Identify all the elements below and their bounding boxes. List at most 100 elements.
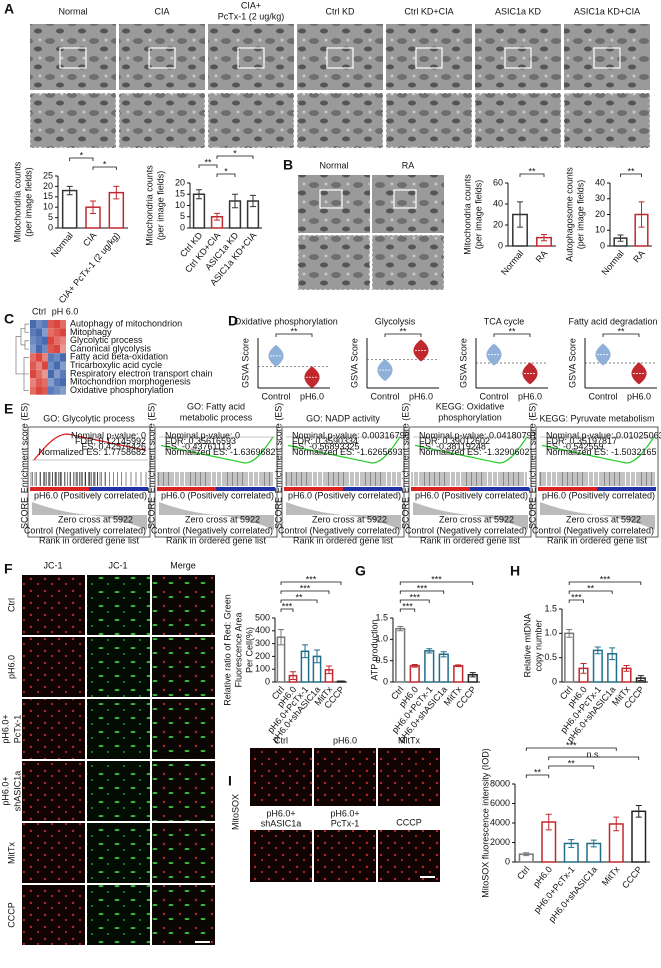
significance-label: **	[587, 583, 595, 593]
gsea-xlabel: Rank in ordered gene list	[166, 535, 267, 545]
chart-title: Oxidative phosphorylation	[234, 316, 338, 326]
panel-letter: A	[4, 1, 14, 17]
gsea-ylabel: Enrichment score (ES)	[146, 403, 156, 494]
row-label: pH6.0	[6, 655, 16, 679]
rank-bar-neg	[470, 487, 529, 491]
error-bar	[250, 194, 256, 208]
gsea-neg: Control (Negatively correlated)	[151, 525, 273, 535]
fluorescence-image	[314, 748, 376, 806]
image-label: Normal	[319, 160, 348, 170]
y-tick-label: 60	[493, 177, 503, 187]
significance-label: ***	[417, 583, 428, 593]
panel-letter: B	[283, 157, 293, 173]
x-tick-label: RA	[631, 248, 647, 264]
y-tick-label: 100	[255, 664, 270, 674]
gsea-stat: Normalized ES: -1.3290602	[419, 447, 530, 457]
error-bar	[617, 234, 624, 242]
image-label: shASIC1a	[261, 818, 302, 828]
gsea-pos: pH6.0 (Positively correlated)	[542, 490, 655, 500]
heatmap-cell	[42, 378, 48, 387]
heatmap-cell	[42, 353, 48, 362]
y-tick-label: 6000	[490, 798, 510, 808]
image-label: ASIC1a KD+CIA	[574, 6, 640, 16]
y-axis-label: GSVA Score	[567, 338, 577, 388]
heatmap-cell	[54, 328, 60, 337]
gsea-ylabel: Enrichment score (ES)	[527, 403, 537, 494]
significance-bracket	[399, 581, 474, 585]
x-tick-label: Control	[479, 391, 508, 401]
y-tick-label: 1.5	[544, 603, 557, 613]
gsea-xlabel: Rank in ordered gene list	[39, 535, 140, 545]
heatmap-cell	[60, 320, 66, 329]
heatmap-cell	[42, 328, 48, 337]
error-bar	[545, 813, 552, 831]
gsea-stat: FDR: 0.35197817	[546, 436, 617, 446]
rank-metric	[159, 502, 274, 530]
image-label: Ctrl KD	[326, 6, 356, 16]
fluorescence-image	[152, 761, 215, 821]
gsea-stat: Nominal p-value: 0.003167969	[292, 430, 415, 440]
fluorescence-image	[152, 823, 215, 883]
gsea-score: SCORE	[146, 497, 156, 529]
gsea-stat: ES: -0.38119248	[419, 441, 486, 451]
y-tick-label: 400	[255, 625, 270, 635]
significance-label: **	[534, 767, 542, 777]
row-label: Respiratory electron transport chain	[70, 368, 213, 378]
y-axis-label: Per Cell(%)	[244, 627, 254, 673]
gsea-title: KEGG: Pyruvate metabolism	[539, 413, 654, 423]
row-label: PcTx-1	[12, 715, 22, 744]
image-label: CIA	[154, 6, 169, 16]
y-tick-label: 5	[180, 211, 185, 221]
x-tick-label: Control	[588, 391, 617, 401]
heatmap-cell	[54, 369, 60, 379]
zoom-box	[59, 47, 87, 69]
error-bar	[411, 664, 418, 668]
significance-bracket	[620, 173, 642, 177]
error-bar	[66, 185, 73, 196]
panel-letter: C	[4, 311, 14, 327]
bar	[61, 189, 78, 229]
heatmap-cell	[36, 344, 42, 354]
error-bar	[440, 651, 447, 658]
gsea-zero: Zero cross at 5922	[439, 514, 514, 524]
zoom-box	[504, 47, 532, 69]
bar	[424, 650, 435, 683]
fluorescence-image	[87, 885, 150, 945]
zoom-box	[393, 189, 417, 209]
heatmap-cell	[36, 336, 42, 345]
fluorescence-image	[22, 885, 85, 945]
gsea-stat: FDR: 0.12145992	[75, 436, 146, 446]
heatmap-cell	[36, 328, 42, 337]
rank-bar-pos	[157, 487, 216, 491]
x-tick-label: CIA	[81, 230, 98, 248]
significance-bracket	[216, 155, 254, 159]
x-tick-label: Normal	[499, 248, 525, 277]
rank-metric	[540, 502, 655, 530]
x-tick-label: RA	[534, 248, 550, 264]
tem-image	[298, 175, 370, 233]
y-tick-label: 300	[255, 638, 270, 648]
significance-bracket	[275, 333, 313, 337]
dendrogram	[15, 323, 29, 391]
y-tick-label: 5	[48, 212, 53, 222]
significance-label: ***	[402, 601, 413, 611]
significance-bracket	[519, 173, 545, 177]
gsea-stat: Normalized ES: 1.7758682	[38, 447, 146, 457]
tem-image	[119, 24, 205, 90]
error-bar	[638, 201, 645, 228]
x-tick-label: Control	[370, 391, 399, 401]
y-axis-label: Fluorescence Area	[233, 612, 243, 687]
error-bar	[609, 647, 616, 661]
y-tick-label: 20	[43, 181, 53, 191]
y-tick-label: 0.5	[375, 655, 388, 665]
panel-letter: D	[228, 313, 238, 329]
rank-bar-neg	[343, 487, 402, 491]
y-tick-label: 40	[595, 177, 605, 187]
image-label: PcTx-1 (2 ug/kg)	[218, 11, 285, 21]
image-label: PcTx-1	[331, 818, 360, 828]
significance-bracket	[602, 333, 640, 337]
image-label: Ctrl KD+CIA	[404, 6, 453, 16]
fluorescence-image	[22, 761, 85, 821]
significance-bracket	[216, 173, 236, 177]
significance-bracket	[568, 581, 642, 585]
